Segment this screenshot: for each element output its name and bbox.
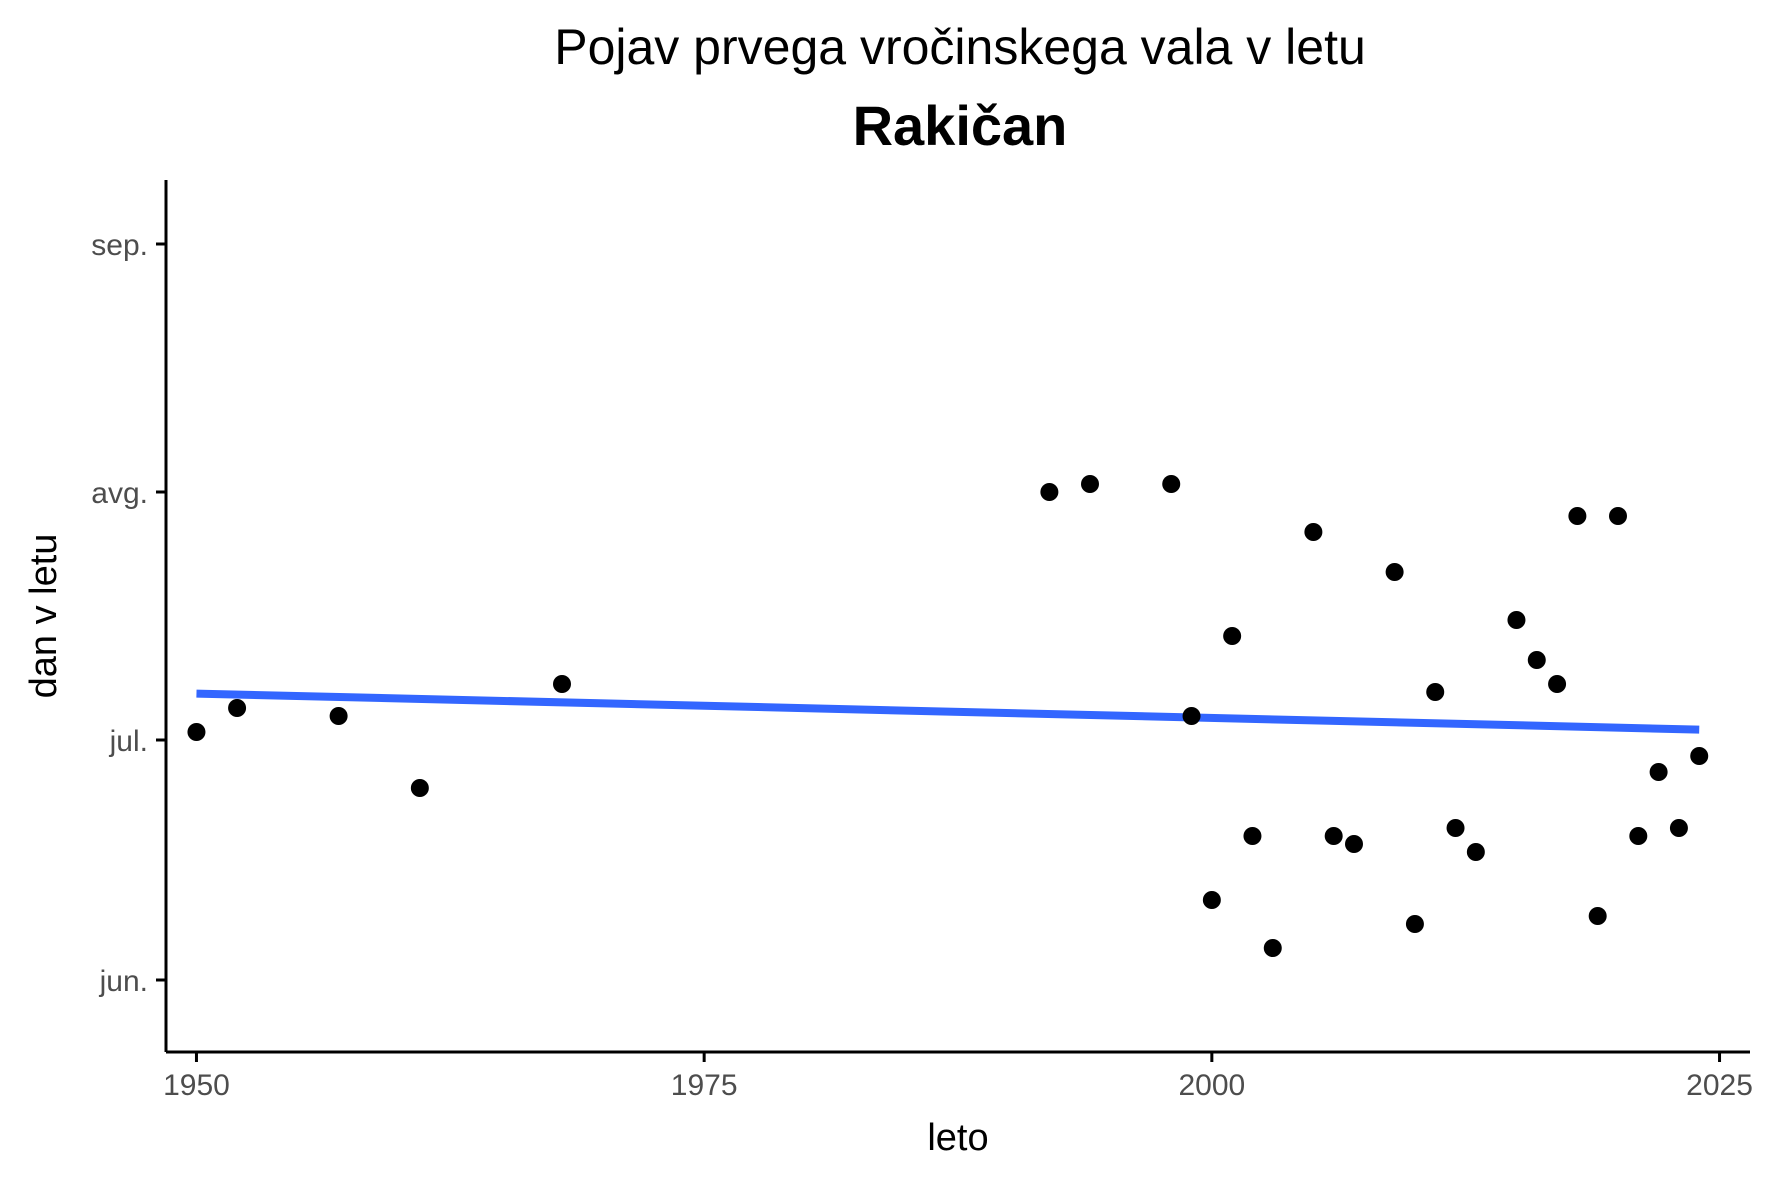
data-point: [1507, 611, 1526, 629]
data-point: [1669, 819, 1688, 837]
data-point: [1202, 891, 1221, 909]
chart-subtitle: Rakičan: [853, 94, 1068, 157]
trend-layer: [196, 689, 1700, 734]
points-layer: [187, 475, 1709, 957]
x-tick-label: 2025: [1686, 1069, 1753, 1102]
data-point: [1446, 819, 1465, 837]
data-point: [1385, 563, 1404, 581]
data-point: [1466, 843, 1485, 861]
data-point: [1690, 747, 1709, 765]
x-ticks: 1950 1975 2000 2025: [163, 1052, 1753, 1102]
y-tick-label: avg.: [91, 477, 148, 510]
data-point: [1548, 675, 1567, 693]
x-tick-label: 1950: [163, 1069, 230, 1102]
trend-line: [196, 689, 1700, 734]
y-ticks: jun. jul. avg. sep.: [91, 229, 166, 998]
data-point: [1527, 651, 1546, 669]
data-point: [1040, 483, 1059, 501]
chart-title: Pojav prvega vročinskega vala v letu: [554, 19, 1366, 75]
data-point: [1345, 835, 1363, 853]
y-axis-title: dan v letu: [23, 534, 65, 699]
data-point: [1405, 915, 1424, 933]
data-point: [1263, 939, 1282, 957]
data-point: [1609, 507, 1627, 525]
data-point: [1629, 827, 1648, 845]
data-point: [1324, 827, 1343, 845]
data-point: [1243, 827, 1262, 845]
data-point: [187, 723, 206, 741]
data-point: [1182, 707, 1201, 725]
data-point: [1649, 763, 1668, 781]
data-point: [329, 707, 348, 725]
data-point: [1568, 507, 1587, 525]
y-tick-label: sep.: [91, 229, 148, 262]
data-point: [1081, 475, 1099, 493]
data-point: [1588, 907, 1607, 925]
data-point: [1304, 523, 1323, 541]
y-tick-label: jul.: [109, 725, 148, 758]
data-point: [410, 779, 429, 797]
y-tick-label: jun.: [99, 965, 148, 998]
data-point: [228, 699, 247, 717]
x-tick-label: 1975: [671, 1069, 738, 1102]
data-point: [553, 675, 571, 693]
x-axis-title: leto: [927, 1117, 988, 1159]
data-point: [1223, 627, 1242, 645]
x-tick-label: 2000: [1178, 1069, 1245, 1102]
data-point: [1162, 475, 1181, 493]
data-point: [1426, 683, 1445, 701]
